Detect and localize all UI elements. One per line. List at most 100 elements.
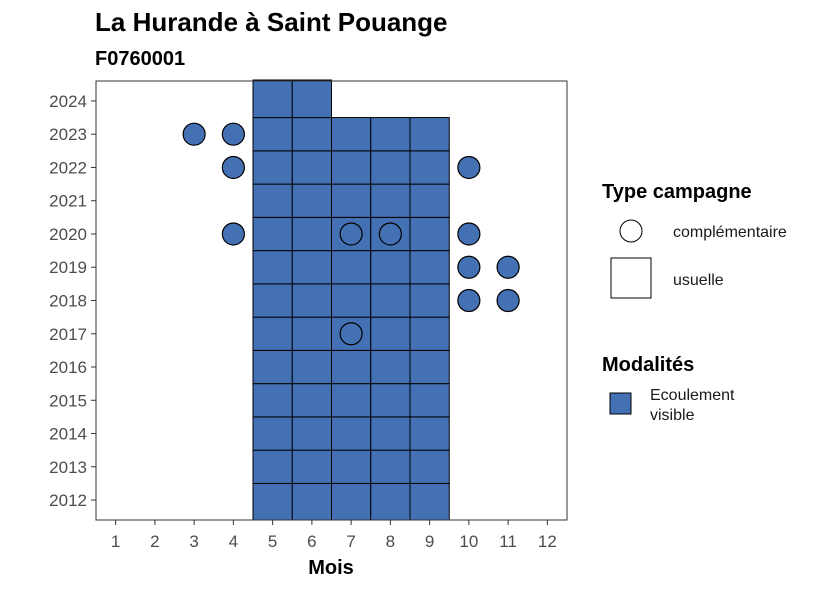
usuelle-tile [370,250,411,285]
usuelle-tile [252,183,293,218]
x-axis: 1 2 3 4 5 6 7 8 9 10 11 12 [111,520,557,551]
usuelle-tile [252,79,293,119]
x-tick-label: 5 [268,532,277,551]
complementaire-point [457,222,481,246]
usuelle-tile [409,383,450,418]
usuelle-tile [370,150,411,185]
y-tick-label: 2019 [49,258,87,277]
legend-modalites-title: Modalités [602,354,694,376]
chart-subtitle: F0760001 [95,48,185,70]
usuelle-tile [291,349,332,385]
x-tick-label: 9 [425,532,434,551]
complementaire-point [496,288,520,313]
usuelle-tile [252,416,293,451]
x-tick-label: 7 [346,532,355,551]
usuelle-tile [291,150,332,185]
usuelle-tile [252,349,293,385]
usuelle-tile [409,449,450,484]
usuelle-tile [291,383,332,418]
y-tick-label: 2023 [49,125,87,144]
y-tick-label: 2015 [49,391,87,410]
usuelle-tile [331,416,372,451]
usuelle-tile [370,316,411,351]
legend-square-marker [610,257,652,299]
usuelle-tile [291,250,332,285]
y-tick-label: 2016 [49,358,87,377]
plot-marks [182,79,520,521]
y-tick-label: 2022 [49,158,87,177]
usuelle-tile [331,449,372,484]
usuelle-tile [291,216,332,252]
usuelle-tile [291,117,332,152]
complementaire-point [378,222,402,246]
usuelle-tile [252,283,293,318]
y-tick-label: 2014 [49,425,87,444]
usuelle-tile [409,316,450,351]
usuelle-tile [291,482,332,521]
x-axis-title: Mois [308,557,354,579]
usuelle-tile [291,183,332,218]
usuelle-tile [370,482,411,521]
usuelle-tile [409,482,450,521]
chart-title: La Hurande à Saint Pouange [95,7,448,37]
legend-type-title: Type campagne [602,181,752,203]
usuelle-tile [331,482,372,521]
usuelle-tile [291,79,332,119]
legend-fill-marker [609,392,632,415]
usuelle-tile [409,183,450,218]
legend-label-ecoulement: Ecoulement visible [650,387,739,424]
usuelle-tile [252,449,293,484]
legend-label-usuelle: usuelle [673,272,724,289]
complementaire-point [457,155,481,180]
usuelle-tile [409,283,450,318]
usuelle-tile [409,416,450,451]
y-tick-label: 2018 [49,292,87,311]
usuelle-tile [370,283,411,318]
usuelle-tile [331,150,372,185]
usuelle-tile [291,416,332,451]
usuelle-tile [252,117,293,152]
complementaire-point [221,222,245,246]
usuelle-tile [252,316,293,351]
usuelle-tile [252,482,293,521]
complementaire-point [182,122,206,146]
usuelle-tile [331,349,372,385]
complementaire-point [339,322,363,346]
usuelle-tile [252,150,293,185]
complementaire-point [457,255,481,279]
x-tick-label: 3 [189,532,198,551]
usuelle-tile [331,250,372,285]
complementaire-point [221,122,245,146]
usuelle-tile [409,250,450,285]
usuelle-tile [370,383,411,418]
x-tick-label: 2 [150,532,159,551]
y-tick-label: 2013 [49,458,87,477]
x-tick-label: 6 [307,532,316,551]
usuelle-tile [331,117,372,152]
y-tick-label: 2020 [49,225,87,244]
x-tick-label: 12 [538,532,557,551]
y-tick-label: 2021 [49,192,87,211]
usuelle-tile [370,117,411,152]
usuelle-tile [331,383,372,418]
complementaire-point [339,222,363,246]
usuelle-tile [252,250,293,285]
usuelle-tile [409,349,450,385]
usuelle-tile [370,349,411,385]
usuelle-tile [291,283,332,318]
usuelle-tile [370,183,411,218]
usuelle-tile [291,449,332,484]
y-tick-label: 2012 [49,491,87,510]
y-tick-label: 2017 [49,325,87,344]
x-tick-label: 1 [111,532,120,551]
usuelle-tile [409,216,450,252]
usuelle-tile [252,216,293,252]
usuelle-tile [370,416,411,451]
complementaire-point [221,155,245,180]
complementaire-point [457,288,481,313]
legend: Type campagne complémentaire usuelle Mod… [602,181,787,424]
usuelle-tile [409,150,450,185]
x-tick-label: 11 [499,532,517,551]
legend-circle-marker [619,219,643,243]
